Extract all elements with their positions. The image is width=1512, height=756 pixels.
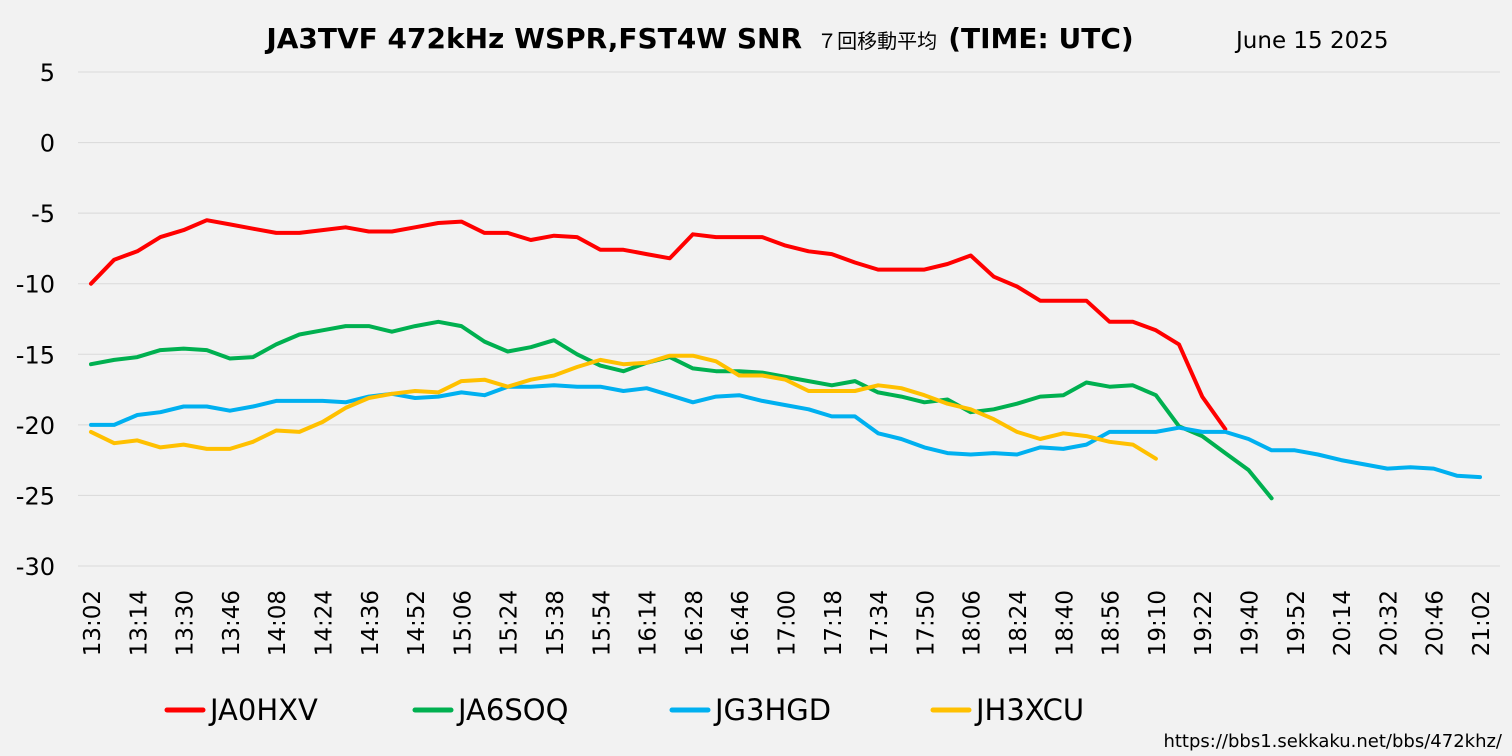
legend-label-jg3hgd: JG3HGD — [713, 693, 831, 727]
x-tick-label: 20:14 — [1330, 590, 1356, 656]
x-tick-label: 14:24 — [312, 590, 338, 656]
x-tick-label: 21:02 — [1469, 590, 1495, 656]
x-tick-label: 18:06 — [960, 590, 986, 656]
y-tick-label: 0 — [40, 130, 55, 158]
x-tick-label: 16:46 — [728, 590, 754, 656]
y-tick-label: -5 — [31, 200, 55, 228]
x-tick-label: 19:22 — [1191, 590, 1217, 656]
x-tick-label: 18:56 — [1099, 590, 1125, 656]
y-tick-label: -10 — [16, 271, 55, 299]
x-tick-label: 13:46 — [219, 590, 245, 656]
x-tick-label: 19:40 — [1238, 590, 1264, 656]
x-tick-label: 14:52 — [404, 590, 430, 656]
legend-label-ja6soq: JA6SOQ — [456, 693, 568, 727]
x-tick-label: 17:18 — [821, 590, 847, 656]
legend-label-jh3xcu: JH3XCU — [974, 693, 1084, 727]
series-line-jg3hgd — [89, 383, 1482, 480]
x-tick-label: 13:30 — [173, 590, 199, 656]
x-tick-label: 15:06 — [450, 590, 476, 656]
x-tick-label: 17:34 — [867, 590, 893, 656]
x-tick-label: 20:46 — [1423, 590, 1449, 656]
y-tick-label: -30 — [16, 553, 55, 581]
legend: JA0HXV JA6SOQ JG3HGD JH3XCU — [164, 693, 1084, 727]
x-tick-label: 13:14 — [126, 590, 152, 656]
x-tick-label: 16:28 — [682, 590, 708, 656]
x-tick-label: 20:32 — [1376, 590, 1402, 656]
x-tick-label: 15:24 — [497, 590, 523, 656]
x-tick-label: 15:54 — [589, 590, 615, 656]
grid-layer — [78, 71, 1500, 567]
y-axis-ticks: 5 0 -5 -10 -15 -20 -25 -30 — [16, 59, 55, 581]
chart-title: JA3TVF 472kHz WSPR,FST4W SNR ７回移動平均 (TIM… — [264, 22, 1133, 55]
x-tick-label: 17:00 — [775, 590, 801, 656]
x-tick-label: 18:24 — [1006, 590, 1032, 656]
y-tick-label: -20 — [16, 412, 55, 440]
x-axis-ticks: 13:02 13:14 13:30 13:46 14:08 14:24 14:36 14:52… — [80, 590, 1495, 656]
x-tick-label: 14:36 — [358, 590, 384, 656]
x-tick-label: 19:10 — [1145, 590, 1171, 656]
x-tick-label: 19:52 — [1284, 590, 1310, 656]
series-layer — [89, 218, 1482, 501]
source-url: https://bbs1.sekkaku.net/bbs/472khz/ — [1163, 731, 1502, 752]
x-tick-label: 14:08 — [265, 590, 291, 656]
y-tick-label: -15 — [16, 341, 55, 369]
legend-label-ja0hxv: JA0HXV — [208, 693, 318, 727]
x-tick-label: 16:14 — [636, 590, 662, 656]
y-tick-label: 5 — [40, 59, 55, 87]
series-line-ja6soq — [89, 319, 1274, 501]
x-tick-label: 13:02 — [80, 590, 106, 656]
x-tick-label: 15:38 — [543, 590, 569, 656]
x-tick-label: 18:40 — [1052, 590, 1078, 656]
y-tick-label: -25 — [16, 482, 55, 510]
x-tick-label: 17:50 — [913, 590, 939, 656]
chart-date: June 15 2025 — [1234, 28, 1389, 54]
series-line-jh3xcu — [89, 353, 1158, 461]
series-line-ja0hxv — [89, 218, 1228, 432]
